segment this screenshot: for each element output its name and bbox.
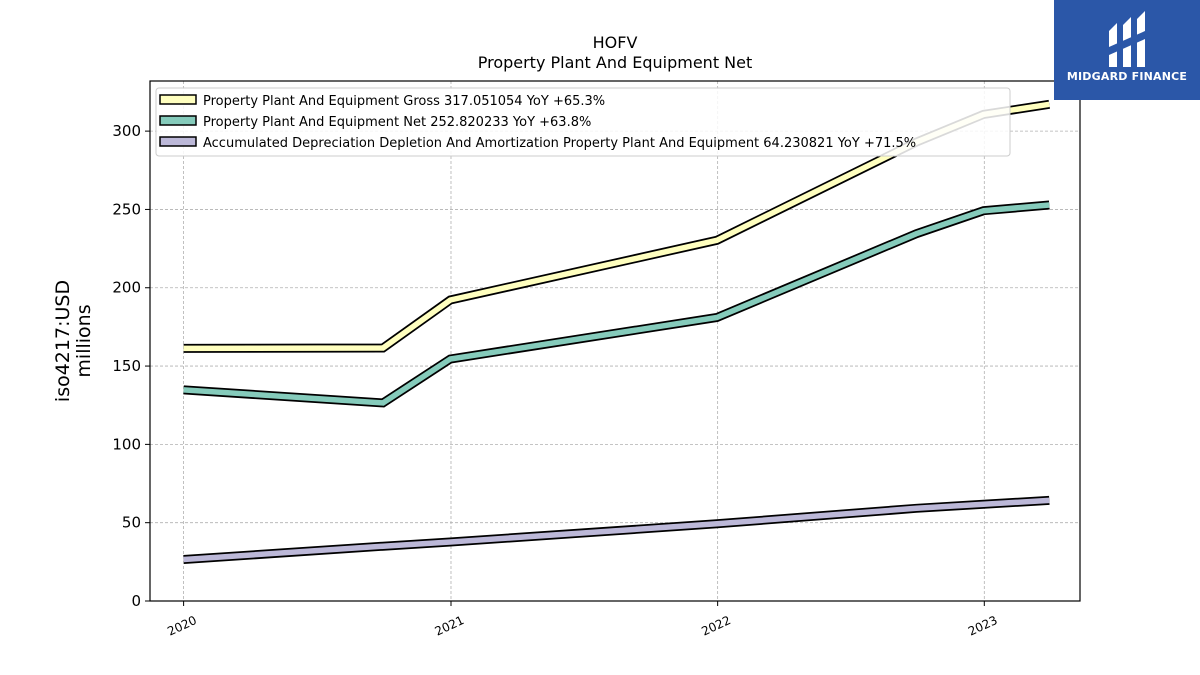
y-tick-label: 100 bbox=[112, 435, 141, 453]
chart-subtitle: Property Plant And Equipment Net bbox=[478, 53, 753, 72]
series-line-2 bbox=[183, 497, 1050, 563]
y-tick-label: 200 bbox=[112, 279, 141, 297]
midgard-logo-icon bbox=[1109, 11, 1145, 67]
legend-box bbox=[155, 87, 1011, 157]
series-line-1 bbox=[183, 202, 1050, 406]
legend-swatch-depreciation bbox=[159, 136, 197, 147]
legend-label-net: Property Plant And Equipment Net 252.820… bbox=[203, 115, 591, 130]
y-tick-label: 250 bbox=[112, 200, 141, 218]
gridlines bbox=[150, 81, 1080, 601]
series-lines bbox=[183, 99, 1050, 564]
chart-title: HOFV bbox=[593, 33, 638, 52]
x-tick-label: 2022 bbox=[699, 613, 733, 639]
y-tick-label: 150 bbox=[112, 357, 141, 375]
legend-swatch-gross bbox=[159, 94, 197, 105]
y-tick-label: 0 bbox=[131, 592, 141, 610]
legend-label-depreciation: Accumulated Depreciation Depletion And A… bbox=[203, 136, 916, 151]
y-axis-ticks: 0 50 100 150 200 250 300 bbox=[112, 122, 150, 610]
legend-swatch-net bbox=[159, 115, 197, 126]
y-tick-label: 50 bbox=[122, 514, 141, 532]
midgard-finance-logo: MIDGARD FINANCE bbox=[1054, 0, 1200, 100]
x-axis-ticks: 2020 2021 2022 2023 bbox=[165, 601, 1000, 639]
x-tick-label: 2020 bbox=[165, 613, 199, 639]
y-axis-label: iso4217:USD bbox=[52, 280, 74, 402]
y-tick-label: 300 bbox=[112, 122, 141, 140]
logo-text: MIDGARD FINANCE bbox=[1066, 70, 1188, 83]
x-tick-label: 2023 bbox=[966, 613, 1000, 639]
legend: Property Plant And Equipment Gross 317.0… bbox=[155, 87, 1011, 157]
legend-label-gross: Property Plant And Equipment Gross 317.0… bbox=[203, 94, 605, 109]
plot-frame bbox=[149, 80, 1081, 602]
x-tick-label: 2021 bbox=[433, 613, 467, 639]
y-axis-label-unit: millions bbox=[73, 304, 95, 377]
